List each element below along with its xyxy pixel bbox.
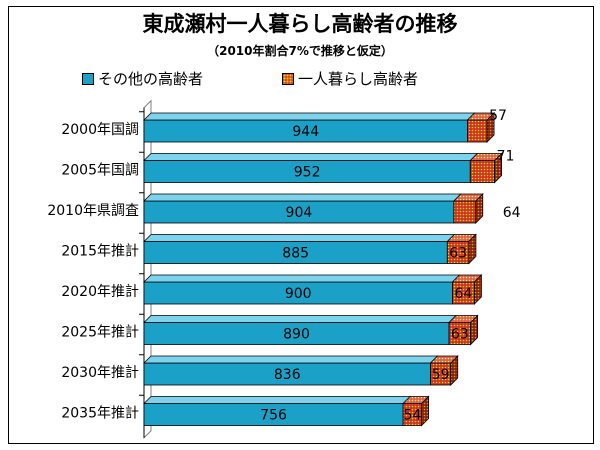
- data-label-living-alone: 64: [455, 286, 473, 302]
- bar-living-alone-side: [468, 233, 477, 265]
- category-label: 2000年国調: [61, 122, 139, 138]
- data-label-others: 900: [285, 286, 312, 302]
- data-label-living-alone: 71: [497, 149, 515, 165]
- data-label-others: 836: [274, 367, 301, 383]
- bar-living-alone: [453, 200, 477, 224]
- bar-others-top: [143, 193, 462, 202]
- y-axis-wall: [143, 99, 152, 439]
- bar-living-alone: [467, 119, 488, 143]
- bar-others-top: [143, 234, 456, 242]
- chart-subtitle: （2010年割合7%で推移と仮定）: [207, 44, 393, 58]
- data-label-others: 944: [292, 124, 319, 140]
- legend-label-living-alone: 一人暮らし高齢者: [298, 70, 419, 88]
- chart-title: 東成瀬村一人暮らし高齢者の推移: [142, 12, 458, 36]
- legend-swatch-others: [82, 72, 94, 85]
- bar-living-alone-side: [450, 355, 459, 386]
- legend: その他の高齢者 一人暮らし高齢者: [30, 68, 550, 90]
- legend-item-others: その他の高齢者: [82, 68, 203, 89]
- bar-living-alone-side: [475, 193, 484, 224]
- category-label: 2010年県調査: [47, 203, 139, 219]
- bar-others-top: [143, 112, 476, 121]
- category-label: 2025年推計: [61, 325, 139, 341]
- bar-living-alone-side: [421, 395, 430, 427]
- category-label: 2035年推計: [61, 406, 139, 422]
- bar-living-alone: [469, 160, 496, 183]
- category-label: 2005年国調: [61, 163, 139, 179]
- data-label-others: 904: [286, 205, 313, 221]
- data-label-others: 890: [283, 327, 310, 343]
- bar-others-top: [143, 153, 479, 161]
- data-label-living-alone: 57: [489, 108, 507, 124]
- data-label-living-alone: 64: [503, 205, 521, 221]
- bar-living-alone-side: [494, 152, 503, 184]
- category-label: 2020年推計: [61, 284, 139, 300]
- data-label-others: 885: [282, 246, 309, 262]
- data-label-others: 952: [294, 165, 321, 181]
- data-label-living-alone: 63: [451, 327, 469, 343]
- bar-living-alone-side: [470, 314, 479, 346]
- data-label-living-alone: 59: [432, 367, 450, 383]
- bar-others-top: [143, 274, 461, 283]
- bar-living-alone-side: [473, 274, 482, 305]
- bar-others-top: [143, 396, 412, 404]
- legend-item-living-alone: 一人暮らし高齢者: [282, 68, 418, 89]
- data-label-living-alone: 54: [403, 408, 421, 424]
- bar-others-top: [143, 355, 439, 364]
- category-label: 2030年推計: [61, 365, 139, 381]
- legend-label-others: その他の高齢者: [98, 70, 204, 88]
- category-label: 2015年推計: [61, 244, 139, 260]
- legend-swatch-living-alone: [282, 72, 294, 85]
- bar-others-top: [143, 315, 457, 323]
- data-label-others: 756: [260, 408, 287, 424]
- data-label-living-alone: 63: [449, 246, 467, 262]
- bar-living-alone-side: [486, 112, 495, 143]
